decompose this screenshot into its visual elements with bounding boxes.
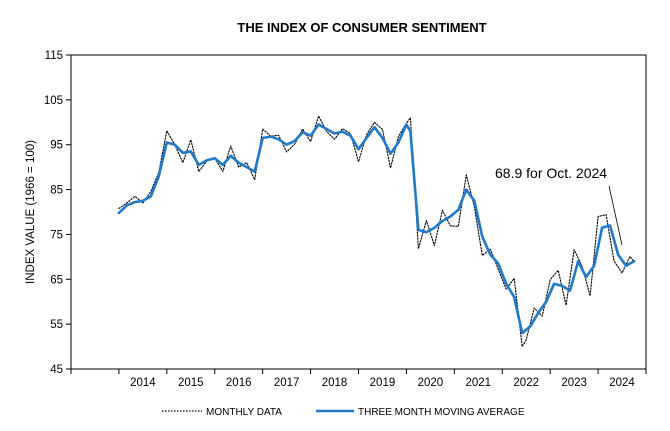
y-tick-label: 115 bbox=[45, 50, 63, 62]
chart-title: THE INDEX OF CONSUMER SENTIMENT bbox=[237, 20, 486, 35]
series-layer bbox=[117, 115, 636, 348]
x-tick-label: 2017 bbox=[274, 377, 300, 389]
x-tick-label: 2022 bbox=[513, 377, 539, 389]
series-moving-average-line bbox=[117, 123, 636, 335]
x-tick-label: 2020 bbox=[418, 377, 444, 389]
legend-label-monthly: MONTHLY DATA bbox=[206, 407, 282, 418]
y-tick-label: 105 bbox=[44, 95, 63, 107]
x-tick-label: 2019 bbox=[370, 377, 396, 389]
y-axis-label: INDEX VALUE (1966 = 100) bbox=[25, 140, 37, 284]
y-tick-label: 65 bbox=[50, 274, 63, 286]
annotation-label: 68.9 for Oct. 2024 bbox=[495, 165, 607, 181]
x-tick-label: 2014 bbox=[130, 377, 156, 389]
x-tick-label: 2015 bbox=[178, 377, 204, 389]
x-axis: 2014 2015 2016 2017 2018 2019 2020 2021 2022 2023… bbox=[70, 369, 647, 389]
y-tick-label: 55 bbox=[50, 319, 63, 331]
y-tick-label: 75 bbox=[50, 229, 63, 241]
legend-label-moving-average: THREE MONTH MOVING AVERAGE bbox=[358, 407, 525, 418]
x-tick-label: 2018 bbox=[322, 377, 348, 389]
y-tick-label: 95 bbox=[50, 140, 63, 152]
x-tick-label: 2016 bbox=[226, 377, 252, 389]
y-tick-label: 45 bbox=[50, 364, 63, 376]
annotation-group: 68.9 for Oct. 2024 bbox=[495, 165, 623, 246]
x-tick-label: 2021 bbox=[465, 377, 491, 389]
annotation-leader-line bbox=[608, 185, 623, 246]
x-tick-label: 2023 bbox=[561, 377, 587, 389]
series-monthly-data-line bbox=[118, 115, 635, 348]
y-axis: 45 55 65 75 85 95 105 115 bbox=[44, 50, 71, 376]
legend: MONTHLY DATA THREE MONTH MOVING AVERAGE bbox=[162, 407, 525, 418]
x-tick-label: 2024 bbox=[609, 377, 635, 389]
y-tick-label: 85 bbox=[50, 185, 63, 197]
plot-frame bbox=[70, 54, 647, 370]
